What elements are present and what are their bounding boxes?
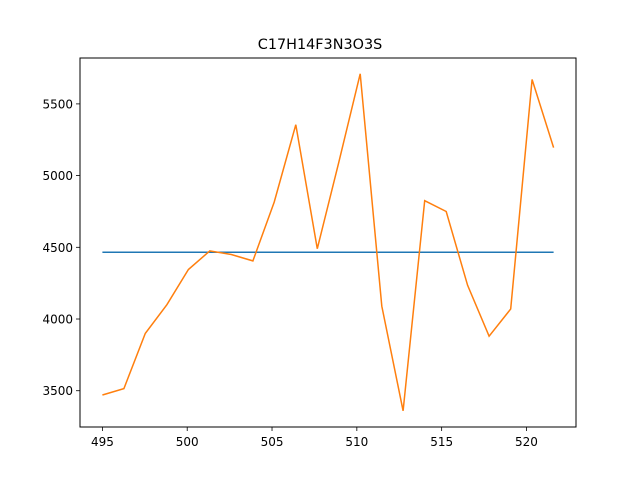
x-tick-label: 495 — [91, 435, 114, 449]
y-tick-label: 3500 — [42, 384, 73, 398]
y-tick-label: 5000 — [42, 169, 73, 183]
x-tick-label: 520 — [515, 435, 538, 449]
x-tick-label: 515 — [430, 435, 453, 449]
y-tick-label: 4500 — [42, 241, 73, 255]
series-line-2 — [102, 73, 555, 411]
x-tick-label: 500 — [176, 435, 199, 449]
plot-area-frame — [79, 57, 577, 428]
y-tick-label: 5500 — [42, 97, 73, 111]
x-tick-label: 510 — [345, 435, 368, 449]
y-tick-label: 4000 — [42, 313, 73, 327]
chart-title: C17H14F3N3O3S — [258, 37, 382, 53]
x-tick-label: 505 — [261, 435, 284, 449]
